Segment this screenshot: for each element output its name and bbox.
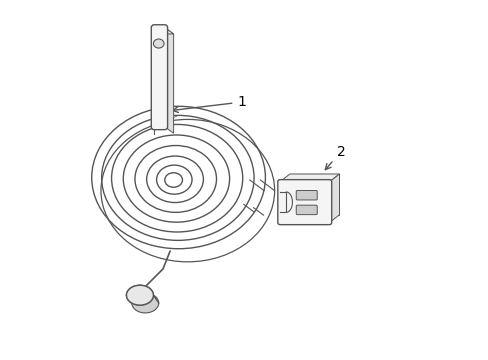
FancyBboxPatch shape	[296, 205, 317, 215]
Ellipse shape	[126, 285, 153, 305]
Polygon shape	[329, 174, 339, 222]
Polygon shape	[279, 174, 339, 182]
FancyBboxPatch shape	[277, 180, 331, 225]
Ellipse shape	[126, 285, 153, 305]
Text: 1: 1	[172, 95, 246, 112]
Ellipse shape	[153, 39, 163, 48]
Text: 2: 2	[325, 145, 345, 170]
Polygon shape	[154, 28, 173, 34]
Polygon shape	[289, 174, 339, 215]
Ellipse shape	[132, 293, 159, 313]
FancyBboxPatch shape	[296, 190, 317, 200]
Polygon shape	[164, 28, 173, 133]
FancyBboxPatch shape	[151, 25, 167, 130]
